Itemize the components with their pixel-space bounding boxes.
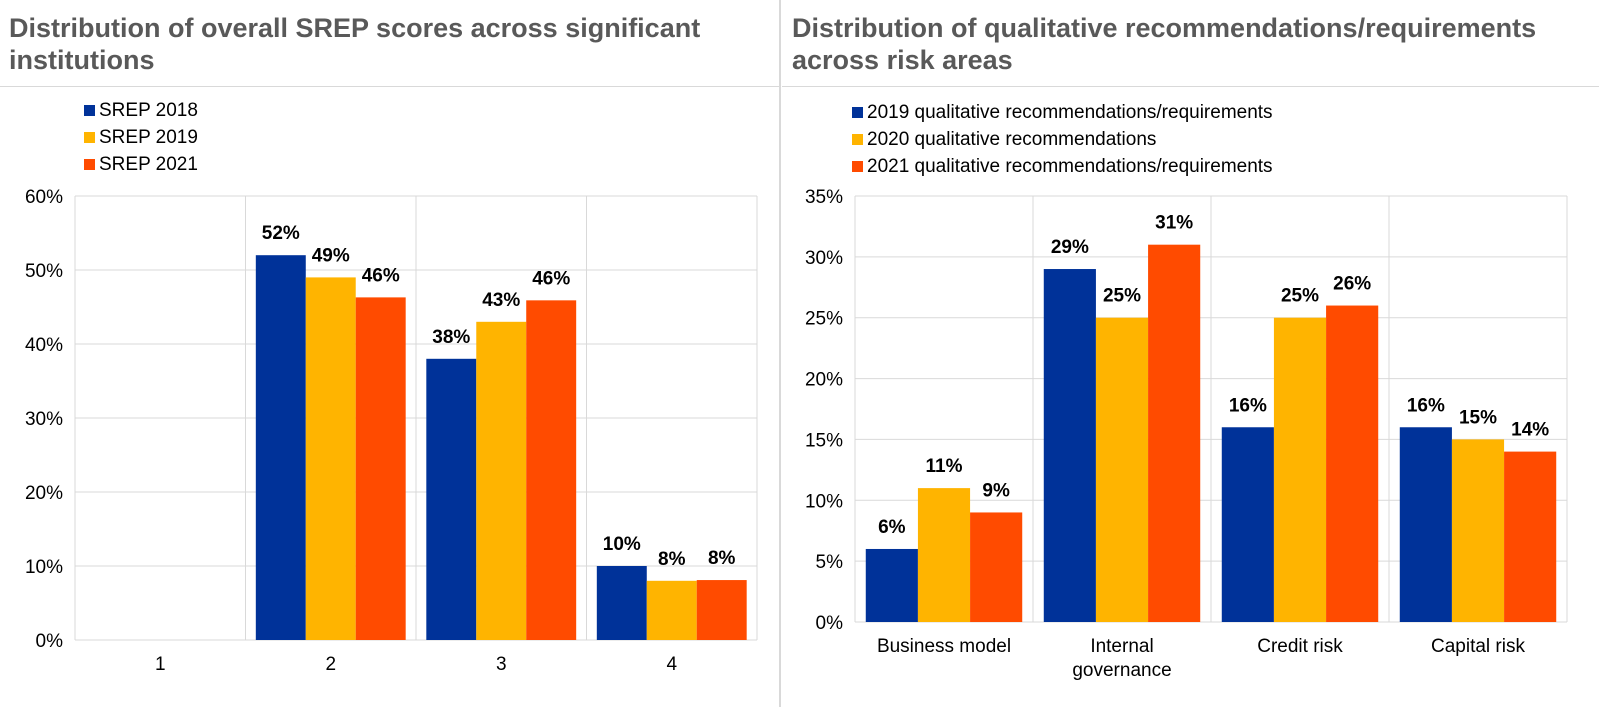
- legend-label: SREP 2018: [99, 99, 198, 121]
- x-tick-label: 2: [325, 654, 336, 675]
- bar: [1504, 451, 1557, 622]
- bar: [646, 580, 697, 640]
- y-tick-label: 35%: [805, 187, 843, 208]
- legend-label: SREP 2019: [99, 126, 198, 148]
- data-label: 9%: [982, 480, 1010, 501]
- bar: [917, 488, 971, 622]
- legend-item: 2021 qualitative recommendations/require…: [852, 153, 1273, 180]
- legend-swatch: [852, 134, 863, 145]
- data-label: 25%: [1103, 286, 1141, 307]
- legend-swatch: [852, 107, 863, 118]
- legend-item: 2020 qualitative recommendations: [852, 126, 1273, 153]
- bar: [426, 358, 477, 640]
- data-label: 46%: [532, 268, 570, 289]
- bar-chart-risk-areas: 0% 5% 10% 15% 20% 25% 30% 35% 6% 11% 9% Business mo…: [805, 187, 1568, 681]
- bar-chart-srep-scores: 0%10%20%30%40%50%60%152%49%46%238%43%46%…: [25, 187, 758, 675]
- bar: [1221, 427, 1274, 622]
- y-tick-label: 20%: [25, 483, 63, 504]
- data-label: 26%: [1333, 274, 1371, 295]
- data-label: 14%: [1511, 420, 1549, 441]
- legend-swatch: [84, 105, 95, 116]
- data-label: 52%: [262, 223, 300, 244]
- bar: [255, 255, 306, 640]
- x-tick-label: Internal: [1090, 636, 1153, 657]
- data-label: 8%: [658, 549, 686, 570]
- title-divider: [0, 86, 779, 87]
- y-tick-label: 15%: [805, 430, 843, 451]
- legend-label: SREP 2021: [99, 153, 198, 175]
- bar: [696, 580, 747, 640]
- bar: [1326, 305, 1379, 622]
- legend-item: SREP 2019: [84, 124, 198, 151]
- y-tick-label: 0%: [816, 613, 844, 634]
- y-tick-label: 0%: [36, 631, 64, 652]
- data-label: 15%: [1459, 407, 1497, 428]
- legend-label: 2021 qualitative recommendations/require…: [867, 155, 1273, 177]
- bar: [970, 512, 1023, 622]
- bar: [1043, 269, 1096, 622]
- legend-swatch: [84, 132, 95, 143]
- x-tick-label: 4: [666, 654, 677, 675]
- legend-swatch: [852, 161, 863, 172]
- legend-label: 2019 qualitative recommendations/require…: [867, 101, 1273, 123]
- title-divider: [782, 86, 1599, 87]
- bar: [865, 548, 918, 622]
- chart-legend: SREP 2018 SREP 2019 SREP 2021: [84, 97, 198, 178]
- bar: [476, 321, 527, 640]
- data-label: 6%: [878, 517, 906, 538]
- y-tick-label: 10%: [25, 557, 63, 578]
- bar: [1399, 427, 1452, 622]
- x-tick-label: 3: [496, 654, 507, 675]
- y-tick-label: 5%: [816, 552, 844, 573]
- y-tick-label: 60%: [25, 187, 63, 208]
- data-label: 8%: [708, 548, 736, 569]
- chart-title: Distribution of qualitative recommendati…: [792, 13, 1537, 75]
- bar: [355, 297, 406, 640]
- panel-divider: [779, 0, 781, 707]
- bar: [1273, 317, 1327, 622]
- y-tick-label: 50%: [25, 261, 63, 282]
- bar: [1148, 244, 1201, 622]
- x-tick-label: Credit risk: [1257, 636, 1343, 657]
- x-tick-label: Business model: [877, 636, 1011, 657]
- legend-label: 2020 qualitative recommendations: [867, 128, 1157, 150]
- chart-panel-srep-scores: Distribution of overall SREP scores acro…: [0, 0, 779, 707]
- chart-panel-risk-areas: Distribution of qualitative recommendati…: [782, 0, 1599, 707]
- data-label: 16%: [1407, 395, 1445, 416]
- chart-legend: 2019 qualitative recommendations/require…: [852, 99, 1273, 180]
- y-tick-label: 20%: [805, 370, 843, 391]
- data-label: 10%: [603, 534, 641, 555]
- bar: [596, 566, 647, 640]
- y-tick-label: 30%: [25, 409, 63, 430]
- data-label: 16%: [1229, 395, 1267, 416]
- legend-item: 2019 qualitative recommendations/require…: [852, 99, 1273, 126]
- data-label: 29%: [1051, 237, 1089, 258]
- data-label: 38%: [432, 327, 470, 348]
- x-tick-label: 1: [155, 654, 166, 675]
- y-tick-label: 40%: [25, 335, 63, 356]
- legend-item: SREP 2021: [84, 151, 198, 178]
- y-tick-label: 10%: [805, 491, 843, 512]
- data-label: 43%: [482, 290, 520, 311]
- legend-swatch: [84, 159, 95, 170]
- y-tick-label: 25%: [805, 309, 843, 330]
- bar: [1451, 439, 1505, 622]
- data-label: 11%: [926, 456, 963, 477]
- legend-item: SREP 2018: [84, 97, 198, 124]
- data-label: 49%: [312, 245, 350, 266]
- bar: [1095, 317, 1149, 622]
- bar: [526, 300, 577, 640]
- data-label: 31%: [1155, 213, 1193, 234]
- data-label: 25%: [1281, 286, 1319, 307]
- data-label: 46%: [362, 265, 400, 286]
- chart-title: Distribution of overall SREP scores acro…: [9, 13, 701, 75]
- bar: [305, 277, 356, 640]
- y-tick-label: 30%: [805, 248, 843, 269]
- x-tick-label: governance: [1072, 660, 1171, 681]
- x-tick-label: Capital risk: [1431, 636, 1525, 657]
